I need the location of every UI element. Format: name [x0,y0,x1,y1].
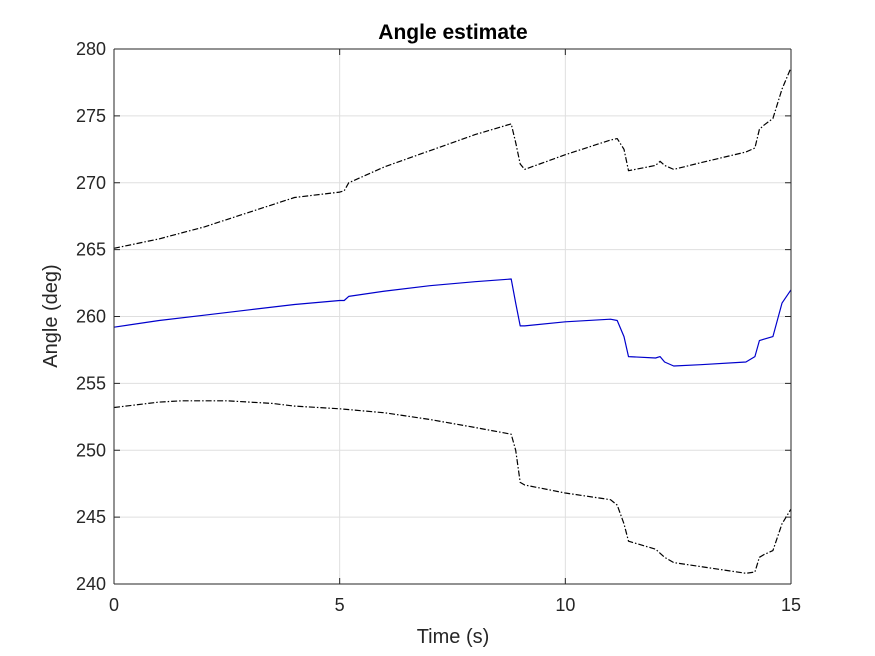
y-tick-label: 265 [76,240,106,260]
tick-labels: 0 5 10 15 240 245 250 255 260 265 270 275 280 [76,39,801,615]
y-tick-label: 260 [76,307,106,327]
y-tick-label: 250 [76,440,106,460]
series-line-1 [113,67,792,249]
y-axis-label: Angle (deg) [40,264,62,367]
y-tick-label: 275 [76,106,106,126]
y-tick-label: 240 [76,574,106,594]
series-line-3 [113,400,792,574]
x-tick-label: 15 [781,595,801,615]
y-tick-label: 280 [76,39,106,59]
y-tick-label: 270 [76,173,106,193]
chart-title: Angle estimate [378,21,527,44]
x-axis-label: Time (s) [417,626,490,648]
x-tick-label: 10 [555,595,575,615]
axes [113,48,792,585]
series-line-2 [113,278,792,367]
y-tick-label: 245 [76,507,106,527]
x-tick-label: 0 [109,595,119,615]
y-tick-label: 255 [76,373,106,393]
x-tick-label: 5 [335,595,345,615]
series-group [113,67,792,574]
